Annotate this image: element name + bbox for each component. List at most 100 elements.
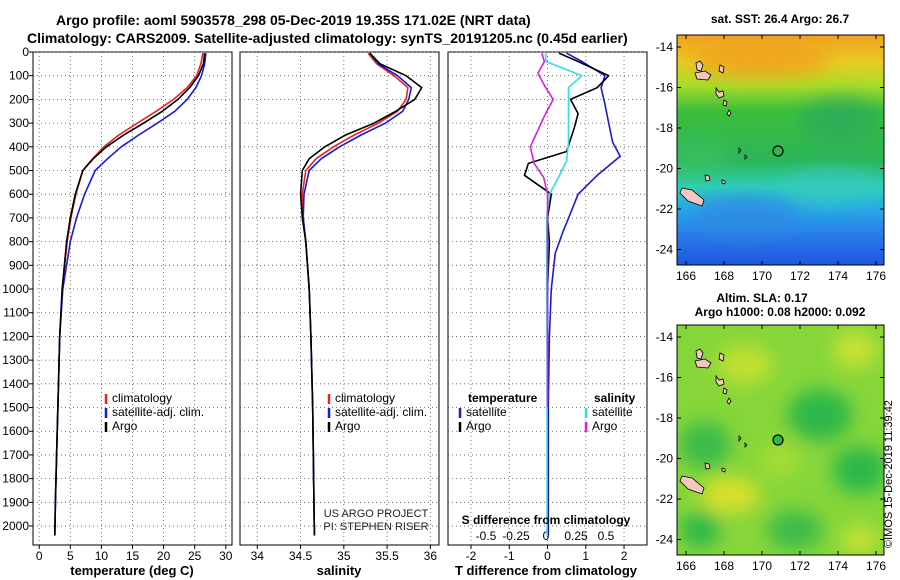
x-tick-label: 10 [95,549,109,563]
figure-title-line1: Argo profile: aoml 5903578_298 05-Dec-20… [56,12,531,28]
map-y-tick-label: -24 [656,533,674,547]
map-x-tick-label: 170 [752,559,772,573]
map-x-tick-label: 176 [866,269,886,283]
map-x-tick-label: 168 [714,559,734,573]
x-tick-label: 0 [36,549,43,563]
x-tick-label: 35.5 [375,549,399,563]
map-x-tick-label: 168 [714,269,734,283]
series-line [302,52,413,536]
x-tick-label: 34 [251,549,265,563]
sla-map [677,325,884,555]
y-tick-label: 1600 [2,424,29,438]
sst-map-title: sat. SST: 26.4 Argo: 26.7 [711,12,850,26]
series-layer [54,52,622,536]
salinity-panel [239,51,440,546]
s-diff-tick-label: -0.25 [502,529,530,543]
legend-label: Argo [335,419,361,433]
y-tick-label: 900 [9,258,29,272]
credit-text: ©IMOS 15-Dec-2019 11:39:42 [883,400,895,548]
y-tick-label: 400 [9,140,29,154]
y-tick-label: 1900 [2,495,29,509]
x-tick-label: 30 [219,549,233,563]
y-tick-label: 1700 [2,448,29,462]
y-tick-label: 1000 [2,282,29,296]
sst-islands [679,60,748,207]
series-line [54,53,206,536]
x-tick-label: 2 [621,549,628,563]
map-x-tick-label: 176 [866,559,886,573]
map-x-tick-label: 170 [752,269,772,283]
figure-title-line2: Climatology: CARS2009. Satellite-adjuste… [27,30,628,46]
x-tick-label: 15 [126,549,140,563]
sst-map [677,35,884,265]
sla-map-title-line1: Altim. SLA: 0.17 [716,291,808,305]
grid-layer [33,51,647,545]
y-tick-label: 1400 [2,377,29,391]
map-y-tick-label: -18 [656,411,674,425]
y-tick-label: 300 [9,116,29,130]
y-tick-label: 1800 [2,472,29,486]
map-x-tick-label: 166 [676,559,696,573]
legend-label: Argo [466,419,492,433]
map-x-tick-label: 166 [676,269,696,283]
series-line [523,52,610,536]
map-y-tick-label: -14 [656,330,674,344]
y-tick-label: 1300 [2,353,29,367]
diff-legend-temperature-title: temperature [468,391,538,405]
y-tick-label: 1100 [3,306,29,320]
temperature-xlabel: temperature (deg C) [70,563,194,578]
y-tick-label: 800 [9,235,29,249]
s-diff-tick-label: 0.25 [564,529,588,543]
x-tick-label: 5 [67,549,74,563]
difference-top-xlabel: S difference from climatology [462,513,631,527]
y-tick-label: 0 [22,45,29,59]
map-x-tick-label: 174 [828,559,848,573]
map-x-tick-label: 174 [828,269,848,283]
y-tick-label: 2000 [2,519,29,533]
sla-argo-location [772,434,784,446]
series-line [529,52,555,408]
legend-label: satellite [592,405,633,419]
x-tick-label: 35 [337,549,351,563]
series-line [54,53,207,536]
salinity-xlabel: salinity [317,563,363,578]
project-annotation: US ARGO PROJECT [324,508,429,520]
x-tick-label: 36 [424,549,438,563]
map-y-tick-label: -14 [656,40,674,54]
legend-label: climatology [335,391,395,405]
legend-label: Argo [592,419,618,433]
x-tick-label: 25 [188,549,202,563]
x-tick-label: -2 [466,549,477,563]
series-line [54,53,204,536]
x-tick-label: 1 [582,549,589,563]
y-tick-label: 700 [9,211,29,225]
map-y-tick-label: -18 [656,121,674,135]
x-tick-label: -1 [504,549,515,563]
map-y-tick-label: -16 [656,81,674,95]
y-tick-label: 200 [9,92,29,106]
sst-argo-location [772,145,784,157]
diff-legend-salinity-title: salinity [594,391,636,405]
sla-islands [679,348,748,495]
map-y-tick-label: -22 [656,492,674,506]
series-line [547,52,622,536]
series-line [299,52,423,536]
y-tick-label: 1200 [2,329,29,343]
x-tick-label: 34.5 [289,549,313,563]
s-diff-tick-label: -0.5 [476,529,497,543]
sla-map-title-line2: Argo h1000: 0.08 h2000: 0.092 [695,305,866,319]
map-x-tick-label: 172 [790,559,810,573]
y-tick-label: 600 [9,187,29,201]
y-tick-label: 1500 [2,401,29,415]
y-tick-label: 100 [9,69,29,83]
s-diff-tick-label: 0 [543,529,550,543]
legend-label: satellite-adj. clim. [335,405,427,419]
s-diff-tick-label: 0.5 [598,529,615,543]
legend-label: satellite-adj. clim. [112,405,204,419]
map-y-tick-label: -16 [656,371,674,385]
map-y-tick-label: -20 [656,452,674,466]
axis-layer: 0 5 10 15 20 25 30 34 34.5 35 35.5 36 -2 -1 0 1 20100200… [2,45,627,563]
